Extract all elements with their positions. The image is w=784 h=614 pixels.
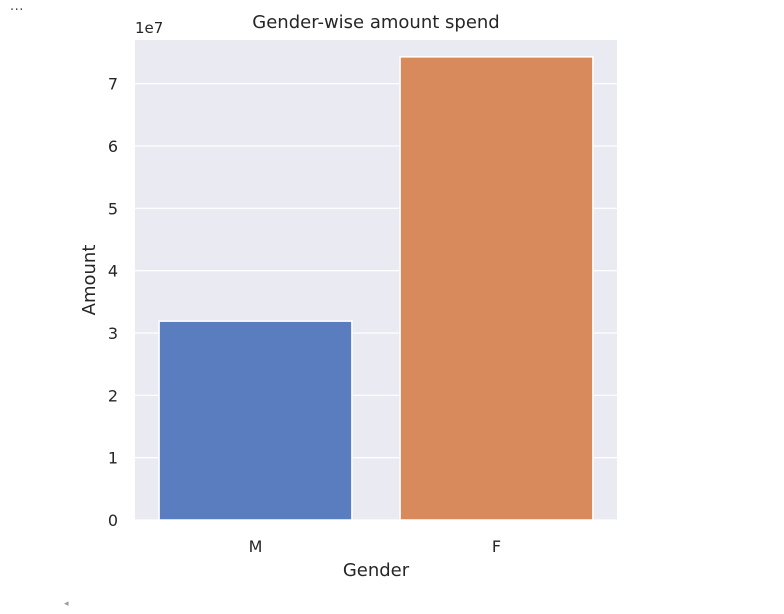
output-ellipsis[interactable]: ... xyxy=(10,0,24,14)
chart-title: Gender-wise amount spend xyxy=(252,12,499,33)
scroll-left-icon[interactable]: ◂ xyxy=(64,599,69,609)
y-tick-label: 2 xyxy=(108,386,118,405)
x-tick-label: F xyxy=(492,537,501,556)
y-axis-label: Amount xyxy=(79,245,100,316)
y-tick-labels: 0 1 2 3 4 5 6 7 xyxy=(108,75,118,530)
x-axis-label: Gender xyxy=(343,560,410,581)
y-tick-label: 0 xyxy=(108,511,118,530)
y-tick-label: 3 xyxy=(108,324,118,343)
y-tick-label: 6 xyxy=(108,137,118,156)
x-tick-label: M xyxy=(249,537,263,556)
y-tick-label: 1 xyxy=(108,449,118,468)
bar-m xyxy=(158,320,353,521)
y-offset-text: 1e7 xyxy=(135,19,163,37)
bars xyxy=(158,56,594,521)
y-tick-label: 5 xyxy=(108,199,118,218)
y-tick-label: 4 xyxy=(108,262,118,281)
bar-f xyxy=(399,56,594,521)
y-tick-label: 7 xyxy=(108,75,118,94)
